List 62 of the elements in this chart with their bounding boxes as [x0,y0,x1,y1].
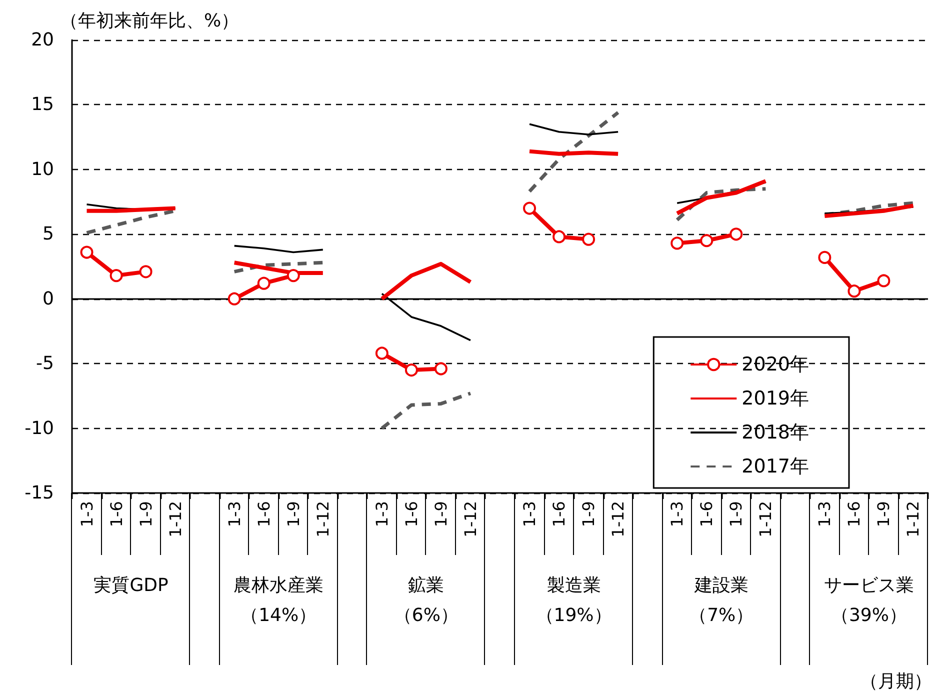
x-tick-label: 1-9 [579,501,598,528]
point [286,269,300,282]
x-tick-label: 1-9 [874,501,894,528]
text: 製造業（19%） [536,574,612,628]
legend-label: 2020年 [742,354,810,376]
x-tick-label: 1-9 [284,501,303,528]
text: 鉱業（6%） [394,574,458,628]
x-tick-label: 1-6 [254,501,274,528]
point [700,234,714,248]
point [818,250,832,264]
point [730,228,743,241]
x-tick-label: 1-9 [431,501,450,528]
x-tick-label: 1-12 [313,501,332,538]
point [582,232,596,246]
point [375,346,388,360]
x-tick-label: 1-3 [224,501,244,528]
x-tick-label: 1-12 [608,501,628,538]
point [877,274,890,288]
point [110,269,123,282]
text: 実質GDP [94,574,168,598]
y-axis-title: （年初来前年比、%） [60,10,240,32]
x-tick-label: 1-9 [136,501,156,528]
point [552,230,566,244]
legend-label: 2018年 [742,422,810,444]
y-tick-label: -10 [24,418,54,439]
y-tick-label: 5 [42,224,54,245]
x-tick-label: 1-12 [166,501,185,538]
text: 建設業（7%） [689,574,754,628]
text: 農林水産業（14%） [234,574,324,628]
point [404,364,418,377]
x-tick-label: 1-12 [904,501,923,538]
x-tick-label: 1-6 [402,501,421,528]
y-tick-label: 0 [42,288,54,310]
point [670,236,684,250]
y-tick-label: 15 [31,94,54,116]
text: （月期） [860,670,932,693]
legend-label: 2019年 [742,388,810,410]
x-tick-label: 1-3 [815,501,834,528]
x-tick-label: 1-6 [844,501,864,528]
x-tick-label: 1-3 [372,501,392,528]
y-tick-label: -5 [36,353,54,374]
point [848,284,861,298]
x-tick-label: 1-12 [756,501,776,538]
point [434,362,448,376]
point [228,292,241,306]
point [80,246,94,259]
point [139,265,152,278]
y-tick-label: 10 [31,158,54,180]
x-tick-label: 1-12 [460,501,480,538]
y-tick-label: -15 [24,482,54,504]
text: サービス業（39%） [824,574,914,628]
y-tick-label: 20 [31,30,54,50]
x-tick-label: 1-6 [106,501,126,528]
point [523,202,536,215]
point [257,276,270,290]
x-tick-label: 1-9 [726,501,746,528]
x-tick-label: 1-6 [550,501,569,528]
x-tick-label: 1-6 [697,501,716,528]
x-tick-label: 1-3 [668,501,687,528]
legend-label: 2017年 [742,456,810,478]
x-tick-label: 1-3 [520,501,540,528]
x-tick-label: 1-3 [77,501,96,528]
